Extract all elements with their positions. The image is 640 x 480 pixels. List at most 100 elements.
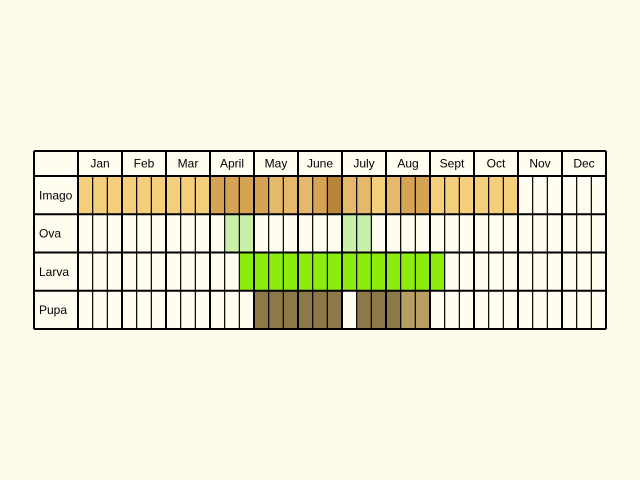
cell-larva-16 [312, 252, 328, 291]
cell-imago-4 [136, 176, 152, 215]
cell-ova-23 [415, 214, 431, 253]
cell-ova-17 [327, 214, 343, 253]
cell-imago-15 [298, 176, 314, 215]
cell-pupa-13 [268, 290, 284, 329]
cell-pupa-5 [151, 290, 167, 329]
cell-larva-28 [488, 252, 504, 291]
cell-ova-25 [444, 214, 460, 253]
cell-larva-27 [474, 252, 490, 291]
cell-imago-25 [444, 176, 460, 215]
cell-larva-12 [254, 252, 270, 291]
cell-imago-18 [342, 176, 358, 215]
cell-pupa-2 [107, 290, 123, 329]
cell-pupa-25 [444, 290, 460, 329]
cell-imago-23 [415, 176, 431, 215]
cell-pupa-20 [371, 290, 387, 329]
cell-pupa-14 [283, 290, 299, 329]
cell-pupa-16 [312, 290, 328, 329]
cell-larva-1 [92, 252, 108, 291]
cell-larva-14 [283, 252, 299, 291]
cell-imago-17 [327, 176, 343, 215]
cell-ova-12 [254, 214, 270, 253]
cell-pupa-23 [415, 290, 431, 329]
cell-pupa-26 [459, 290, 475, 329]
cell-ova-13 [268, 214, 284, 253]
cell-pupa-6 [166, 290, 182, 329]
cell-larva-4 [136, 252, 152, 291]
cell-imago-7 [180, 176, 196, 215]
cell-pupa-8 [195, 290, 211, 329]
month-label-jan: Jan [90, 157, 109, 171]
month-label-april: April [220, 157, 244, 171]
month-label-nov: Nov [529, 157, 550, 171]
month-label-mar: Mar [178, 157, 199, 171]
cell-pupa-15 [298, 290, 314, 329]
cell-larva-6 [166, 252, 182, 291]
cell-larva-3 [122, 252, 138, 291]
cell-larva-19 [356, 252, 372, 291]
cell-imago-16 [312, 176, 328, 215]
month-label-oct: Oct [487, 157, 506, 171]
month-label-feb: Feb [134, 157, 155, 171]
cell-larva-5 [151, 252, 167, 291]
cell-pupa-10 [224, 290, 240, 329]
cell-ova-14 [283, 214, 299, 253]
cell-larva-0 [78, 252, 94, 291]
cell-ova-7 [180, 214, 196, 253]
cell-larva-11 [239, 252, 255, 291]
cell-ova-19 [356, 214, 372, 253]
cell-imago-3 [122, 176, 138, 215]
cell-ova-24 [430, 214, 446, 253]
cell-larva-25 [444, 252, 460, 291]
cell-pupa-17 [327, 290, 343, 329]
cell-ova-11 [239, 214, 255, 253]
cell-larva-26 [459, 252, 475, 291]
cell-pupa-0 [78, 290, 94, 329]
cell-imago-0 [78, 176, 94, 215]
cell-ova-29 [503, 214, 519, 253]
cell-imago-28 [488, 176, 504, 215]
cell-larva-21 [386, 252, 402, 291]
cell-ova-18 [342, 214, 358, 253]
cell-ova-10 [224, 214, 240, 253]
cell-ova-26 [459, 214, 475, 253]
cell-imago-5 [151, 176, 167, 215]
cell-pupa-22 [400, 290, 416, 329]
cell-larva-2 [107, 252, 123, 291]
cell-pupa-24 [430, 290, 446, 329]
cell-ova-22 [400, 214, 416, 253]
cell-imago-26 [459, 176, 475, 215]
cell-larva-13 [268, 252, 284, 291]
cell-pupa-21 [386, 290, 402, 329]
labels: Jan Feb Mar April May June July Aug Sept Oct Nov De… [39, 157, 595, 317]
cell-imago-13 [268, 176, 284, 215]
month-label-june: June [307, 157, 333, 171]
cell-pupa-7 [180, 290, 196, 329]
cell-larva-20 [371, 252, 387, 291]
cell-fills [34, 151, 606, 329]
cell-larva-7 [180, 252, 196, 291]
month-label-sept: Sept [440, 157, 465, 171]
cell-larva-29 [503, 252, 519, 291]
cell-imago-29 [503, 176, 519, 215]
cell-ova-6 [166, 214, 182, 253]
cell-pupa-19 [356, 290, 372, 329]
stage-label-ova: Ova [39, 227, 61, 241]
stage-label-pupa: Pupa [39, 303, 67, 317]
cell-ova-9 [210, 214, 226, 253]
cell-imago-10 [224, 176, 240, 215]
cell-larva-17 [327, 252, 343, 291]
cell-larva-9 [210, 252, 226, 291]
cell-imago-14 [283, 176, 299, 215]
cell-ova-0 [78, 214, 94, 253]
cell-pupa-1 [92, 290, 108, 329]
cell-pupa-18 [342, 290, 358, 329]
cell-imago-12 [254, 176, 270, 215]
stage-label-larva: Larva [39, 265, 69, 279]
cell-pupa-4 [136, 290, 152, 329]
grid-lines [33, 150, 607, 330]
cell-imago-8 [195, 176, 211, 215]
cell-larva-22 [400, 252, 416, 291]
cell-ova-8 [195, 214, 211, 253]
stage-label-imago: Imago [39, 188, 73, 202]
